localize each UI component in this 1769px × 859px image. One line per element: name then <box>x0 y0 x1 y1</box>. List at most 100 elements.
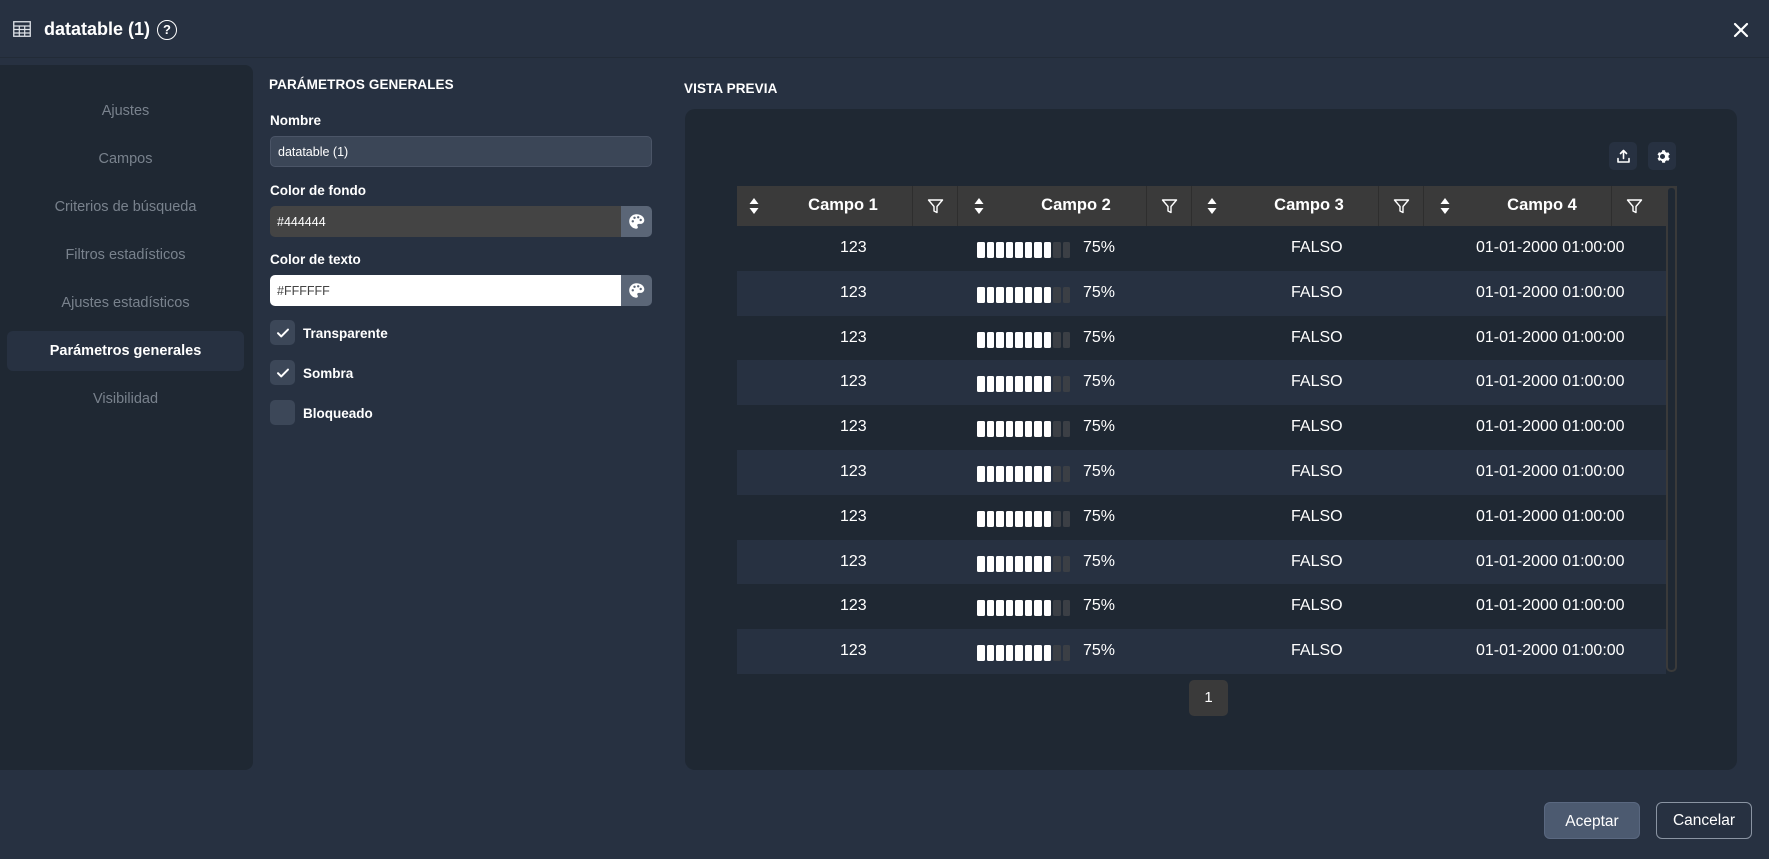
sort-icon[interactable] <box>971 196 987 216</box>
name-label: Nombre <box>270 113 322 128</box>
table-row[interactable]: 123 75% FALSO 01-01-2000 01:00:00 <box>737 450 1666 495</box>
table-row[interactable]: 123 75% FALSO 01-01-2000 01:00:00 <box>737 360 1666 406</box>
name-input[interactable] <box>270 136 652 167</box>
cell-campo-3: FALSO <box>1291 239 1343 256</box>
sidebar-item-ajustes[interactable]: Ajustes <box>101 103 150 119</box>
bg-color-picker-button[interactable] <box>621 206 652 237</box>
filter-icon <box>927 198 943 213</box>
progress-bar <box>977 376 1070 393</box>
sort-icon[interactable] <box>1204 196 1220 216</box>
cancel-button[interactable]: Cancelar <box>1656 802 1752 839</box>
cell-campo-1: 123 <box>840 373 867 391</box>
sort-icon[interactable] <box>746 196 762 216</box>
table-scrollbar[interactable] <box>1666 186 1677 672</box>
progress-bar <box>977 510 1070 527</box>
table-row[interactable]: 123 75% FALSO 01-01-2000 01:00:00 <box>737 315 1666 361</box>
bg-color-label: Color de fondo <box>270 183 366 198</box>
table-row[interactable]: 123 75% FALSO 01-01-2000 01:00:00 <box>737 584 1666 630</box>
cell-campo-1: 123 <box>840 239 867 256</box>
pagination-page-1[interactable]: 1 <box>1189 680 1228 716</box>
cell-campo-3: FALSO <box>1291 642 1343 660</box>
cell-campo-1: 123 <box>840 642 867 660</box>
cell-campo-3: FALSO <box>1291 418 1343 436</box>
cell-campo-3: FALSO <box>1291 552 1343 570</box>
export-button[interactable] <box>1609 142 1637 170</box>
progress-bar <box>977 600 1070 617</box>
table-settings-button[interactable] <box>1648 142 1676 170</box>
cell-campo-2: 75% <box>1083 373 1116 391</box>
sidebar-item-ajustes-estadisticos[interactable]: Ajustes estadísticos <box>61 295 190 311</box>
cell-campo-2: 75% <box>1083 283 1116 301</box>
preview-section-title: VISTA PREVIA <box>684 81 778 96</box>
progress-bar <box>977 466 1070 482</box>
sidebar-item-parametros[interactable]: Parámetros generales <box>7 331 244 371</box>
sombra-label: Sombra <box>303 366 354 381</box>
cell-campo-4: 01-01-2000 01:00:00 <box>1476 328 1625 346</box>
cell-campo-2: 75% <box>1083 239 1116 256</box>
cell-campo-1: 123 <box>840 328 867 346</box>
table-row[interactable]: 123 75% FALSO 01-01-2000 01:00:00 <box>737 405 1666 451</box>
filter-icon <box>1161 198 1177 213</box>
table-row[interactable]: 123 75% FALSO 01-01-2000 01:00:00 <box>737 629 1666 675</box>
dialog-title: datatable (1) <box>44 19 151 39</box>
table-row[interactable]: 123 75% FALSO 01-01-2000 01:00:00 <box>737 539 1666 585</box>
check-icon <box>276 368 289 377</box>
cell-campo-2: 75% <box>1083 642 1116 660</box>
cell-campo-3: FALSO <box>1291 373 1343 391</box>
column-header-campo-1[interactable]: Campo 1 <box>808 196 878 214</box>
bloqueado-checkbox[interactable] <box>270 400 295 425</box>
cell-campo-4: 01-01-2000 01:00:00 <box>1476 642 1625 660</box>
filter-button-campo-1[interactable] <box>912 186 958 226</box>
cell-campo-2: 75% <box>1083 463 1116 480</box>
bloqueado-label: Bloqueado <box>303 406 373 421</box>
cell-campo-1: 123 <box>840 507 867 525</box>
close-icon[interactable] <box>1731 20 1751 40</box>
help-icon[interactable]: ? <box>157 20 177 40</box>
table-row[interactable]: 123 75% FALSO 01-01-2000 01:00:00 <box>737 226 1666 271</box>
upload-icon <box>1616 149 1630 163</box>
filter-icon <box>1393 198 1409 213</box>
sidebar-item-visibilidad[interactable]: Visibilidad <box>92 391 159 407</box>
cell-campo-1: 123 <box>840 597 867 615</box>
text-color-picker-button[interactable] <box>621 275 652 306</box>
filter-button-campo-3[interactable] <box>1378 186 1424 226</box>
progress-bar <box>977 645 1070 662</box>
column-header-campo-3[interactable]: Campo 3 <box>1274 196 1344 214</box>
palette-icon <box>629 214 645 229</box>
filter-button-campo-2[interactable] <box>1146 186 1192 226</box>
text-color-input[interactable] <box>270 275 621 306</box>
cell-campo-4: 01-01-2000 01:00:00 <box>1476 552 1625 570</box>
progress-bar <box>977 421 1070 438</box>
cell-campo-1: 123 <box>840 552 867 570</box>
cell-campo-4: 01-01-2000 01:00:00 <box>1476 239 1625 256</box>
accept-button[interactable]: Aceptar <box>1544 802 1640 839</box>
cell-campo-2: 75% <box>1083 507 1116 525</box>
table-header: Campo 1 Campo 2 Campo 3 Campo 4 <box>737 186 1677 226</box>
filter-icon <box>1626 198 1643 213</box>
cell-campo-2: 75% <box>1083 552 1116 570</box>
cell-campo-3: FALSO <box>1291 507 1343 525</box>
sidebar-item-filtros[interactable]: Filtros estadísticos <box>65 247 186 263</box>
column-header-campo-2[interactable]: Campo 2 <box>1041 196 1111 214</box>
sort-icon[interactable] <box>1437 196 1453 216</box>
cell-campo-1: 123 <box>840 463 867 480</box>
text-color-label: Color de texto <box>270 252 361 267</box>
sidebar-item-campos[interactable]: Campos <box>98 151 153 167</box>
cell-campo-4: 01-01-2000 01:00:00 <box>1476 283 1625 301</box>
cell-campo-4: 01-01-2000 01:00:00 <box>1476 418 1625 436</box>
column-header-campo-4[interactable]: Campo 4 <box>1507 196 1577 214</box>
cell-campo-2: 75% <box>1083 418 1116 436</box>
cell-campo-3: FALSO <box>1291 283 1343 301</box>
transparente-checkbox[interactable] <box>270 320 295 345</box>
sombra-checkbox[interactable] <box>270 360 295 385</box>
dialog-header: datatable (1) ? <box>0 0 1769 58</box>
params-section-title: PARÁMETROS GENERALES <box>269 77 454 92</box>
bg-color-input[interactable] <box>270 206 621 237</box>
sidebar-item-criterios[interactable]: Criterios de búsqueda <box>54 199 197 215</box>
cell-campo-2: 75% <box>1083 328 1116 346</box>
table-row[interactable]: 123 75% FALSO 01-01-2000 01:00:00 <box>737 494 1666 540</box>
table-row[interactable]: 123 75% FALSO 01-01-2000 01:00:00 <box>737 270 1666 316</box>
filter-button-campo-4[interactable] <box>1611 186 1657 226</box>
cell-campo-2: 75% <box>1083 597 1116 615</box>
cell-campo-4: 01-01-2000 01:00:00 <box>1476 507 1625 525</box>
